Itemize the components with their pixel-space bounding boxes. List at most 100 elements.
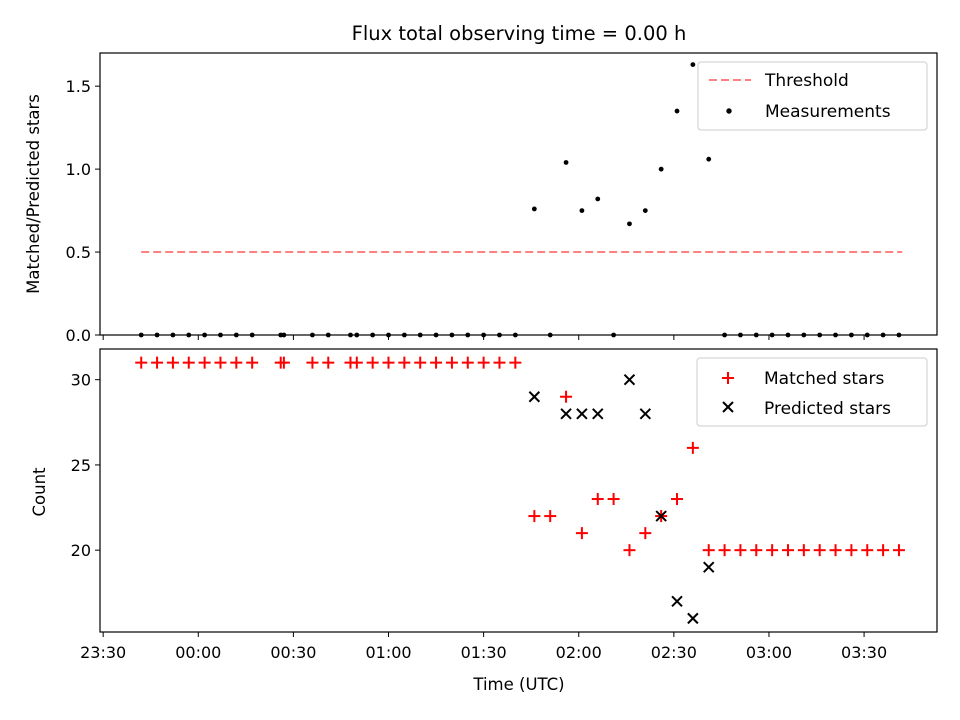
count-axes-frame bbox=[99, 348, 938, 633]
measurement-point bbox=[642, 208, 648, 213]
count-y-ticks: 20 25 30 bbox=[71, 371, 100, 560]
ratio-y-axis-label: Matched/Predicted stars bbox=[24, 94, 43, 294]
matched-star-marker bbox=[591, 493, 604, 506]
ratio-axes: 0.0 0.5 1.0 1.5 Matched/Predicted stars Thr… bbox=[24, 52, 938, 345]
count-axes: 20 25 30 23:30 00:00 00:30 01:00 01:30 02:00 02:… bbox=[30, 348, 938, 694]
matched-star-marker bbox=[366, 356, 379, 369]
x-axis-label: Time (UTC) bbox=[472, 675, 564, 694]
count-x-ticks: 23:30 00:00 00:30 01:00 01:30 02:00 02:30 03:00… bbox=[80, 632, 887, 662]
y-tick-label: 25 bbox=[71, 456, 91, 475]
ratio-axes-frame bbox=[99, 52, 938, 336]
measurement-point bbox=[595, 196, 601, 202]
predicted-star-marker bbox=[687, 612, 699, 625]
predicted-star-marker bbox=[671, 595, 683, 608]
matched-star-marker bbox=[166, 356, 179, 369]
matched-star-marker bbox=[350, 356, 363, 369]
predicted-legend-label: Predicted stars bbox=[764, 399, 891, 419]
y-tick-label: 30 bbox=[71, 371, 91, 390]
matched-star-marker bbox=[845, 544, 858, 557]
count-legend: Matched stars Predicted stars bbox=[696, 357, 928, 427]
matched-star-marker bbox=[398, 356, 411, 369]
matched-star-marker bbox=[382, 356, 395, 369]
threshold-legend-label: Threshold bbox=[764, 71, 849, 91]
measurement-point bbox=[579, 208, 585, 213]
matched-star-marker bbox=[246, 356, 259, 369]
matched-star-marker bbox=[306, 356, 319, 369]
matched-star-marker bbox=[509, 356, 522, 369]
x-tick-label: 01:00 bbox=[365, 643, 411, 662]
matched-star-marker bbox=[607, 493, 620, 506]
ratio-legend: Threshold Measurements bbox=[697, 61, 928, 131]
x-tick-label: 01:30 bbox=[461, 643, 507, 662]
matched-star-marker bbox=[671, 493, 684, 506]
matched-star-marker bbox=[892, 544, 905, 557]
count-marks bbox=[135, 356, 905, 625]
matched-star-marker bbox=[461, 356, 474, 369]
matched-star-marker bbox=[686, 441, 699, 454]
x-tick-label: 02:30 bbox=[651, 643, 697, 662]
matched-star-marker bbox=[430, 356, 443, 369]
predicted-star-marker bbox=[592, 408, 604, 420]
predicted-legend-marker bbox=[722, 401, 734, 413]
y-tick-label: 20 bbox=[71, 541, 91, 560]
matched-star-marker bbox=[702, 544, 715, 557]
measurement-point bbox=[690, 62, 696, 68]
matched-star-marker bbox=[198, 356, 211, 369]
matched-star-marker bbox=[797, 544, 810, 557]
matched-star-marker bbox=[861, 544, 874, 557]
predicted-star-marker bbox=[655, 510, 667, 522]
x-tick-label: 02:00 bbox=[556, 643, 602, 662]
ratio-legend-box bbox=[697, 61, 928, 131]
matched-star-marker bbox=[750, 544, 763, 557]
matched-star-marker bbox=[877, 544, 890, 557]
matched-star-marker bbox=[322, 356, 335, 369]
matched-star-marker bbox=[528, 510, 541, 523]
ratio-x-ticks bbox=[102, 335, 865, 340]
y-tick-label: 1.0 bbox=[66, 160, 91, 179]
matched-star-marker bbox=[445, 356, 458, 369]
matched-star-marker bbox=[813, 544, 826, 557]
x-tick-label: 03:00 bbox=[746, 643, 792, 662]
predicted-star-marker bbox=[639, 408, 652, 420]
predicted-star-marker bbox=[703, 561, 715, 573]
matched-star-marker bbox=[766, 544, 779, 557]
matched-legend-marker bbox=[722, 372, 734, 384]
predicted-star-marker bbox=[623, 373, 636, 386]
measurement-point bbox=[658, 166, 664, 172]
y-tick-label: 1.5 bbox=[66, 77, 91, 96]
matched-star-marker bbox=[135, 356, 148, 369]
y-tick-label: 0.0 bbox=[66, 326, 91, 345]
matched-star-marker bbox=[560, 390, 573, 403]
x-tick-label: 23:30 bbox=[80, 643, 126, 662]
matched-star-marker bbox=[734, 544, 747, 557]
matched-star-marker bbox=[277, 356, 290, 369]
matched-star-marker bbox=[151, 356, 164, 369]
matched-star-marker bbox=[718, 544, 731, 557]
ratio-y-ticks: 0.0 0.5 1.0 1.5 bbox=[66, 77, 100, 345]
x-tick-label: 00:00 bbox=[175, 643, 221, 662]
measurement-point bbox=[627, 221, 632, 227]
matched-star-marker bbox=[414, 356, 427, 369]
matched-star-marker bbox=[639, 527, 652, 540]
matched-star-marker bbox=[781, 544, 794, 557]
predicted-star-marker bbox=[560, 408, 572, 420]
predicted-star-marker bbox=[528, 391, 541, 403]
measurements-legend-label: Measurements bbox=[765, 102, 891, 122]
matched-star-marker bbox=[544, 510, 557, 523]
x-tick-label: 00:30 bbox=[270, 643, 316, 662]
figure-title: Flux total observing time = 0.00 h bbox=[352, 22, 687, 45]
matched-star-marker bbox=[623, 544, 636, 557]
matched-legend-label: Matched stars bbox=[764, 369, 884, 389]
measurement-point bbox=[674, 108, 680, 114]
matched-star-marker bbox=[214, 356, 227, 369]
y-tick-label: 0.5 bbox=[66, 243, 91, 262]
matched-star-marker bbox=[575, 527, 588, 540]
matched-star-marker bbox=[493, 356, 506, 369]
x-tick-label: 03:30 bbox=[841, 643, 887, 662]
measurement-point bbox=[563, 160, 569, 165]
matched-star-marker bbox=[230, 356, 243, 369]
matched-star-marker bbox=[182, 356, 195, 369]
matched-star-marker bbox=[477, 356, 490, 369]
measurement-point bbox=[531, 206, 537, 212]
